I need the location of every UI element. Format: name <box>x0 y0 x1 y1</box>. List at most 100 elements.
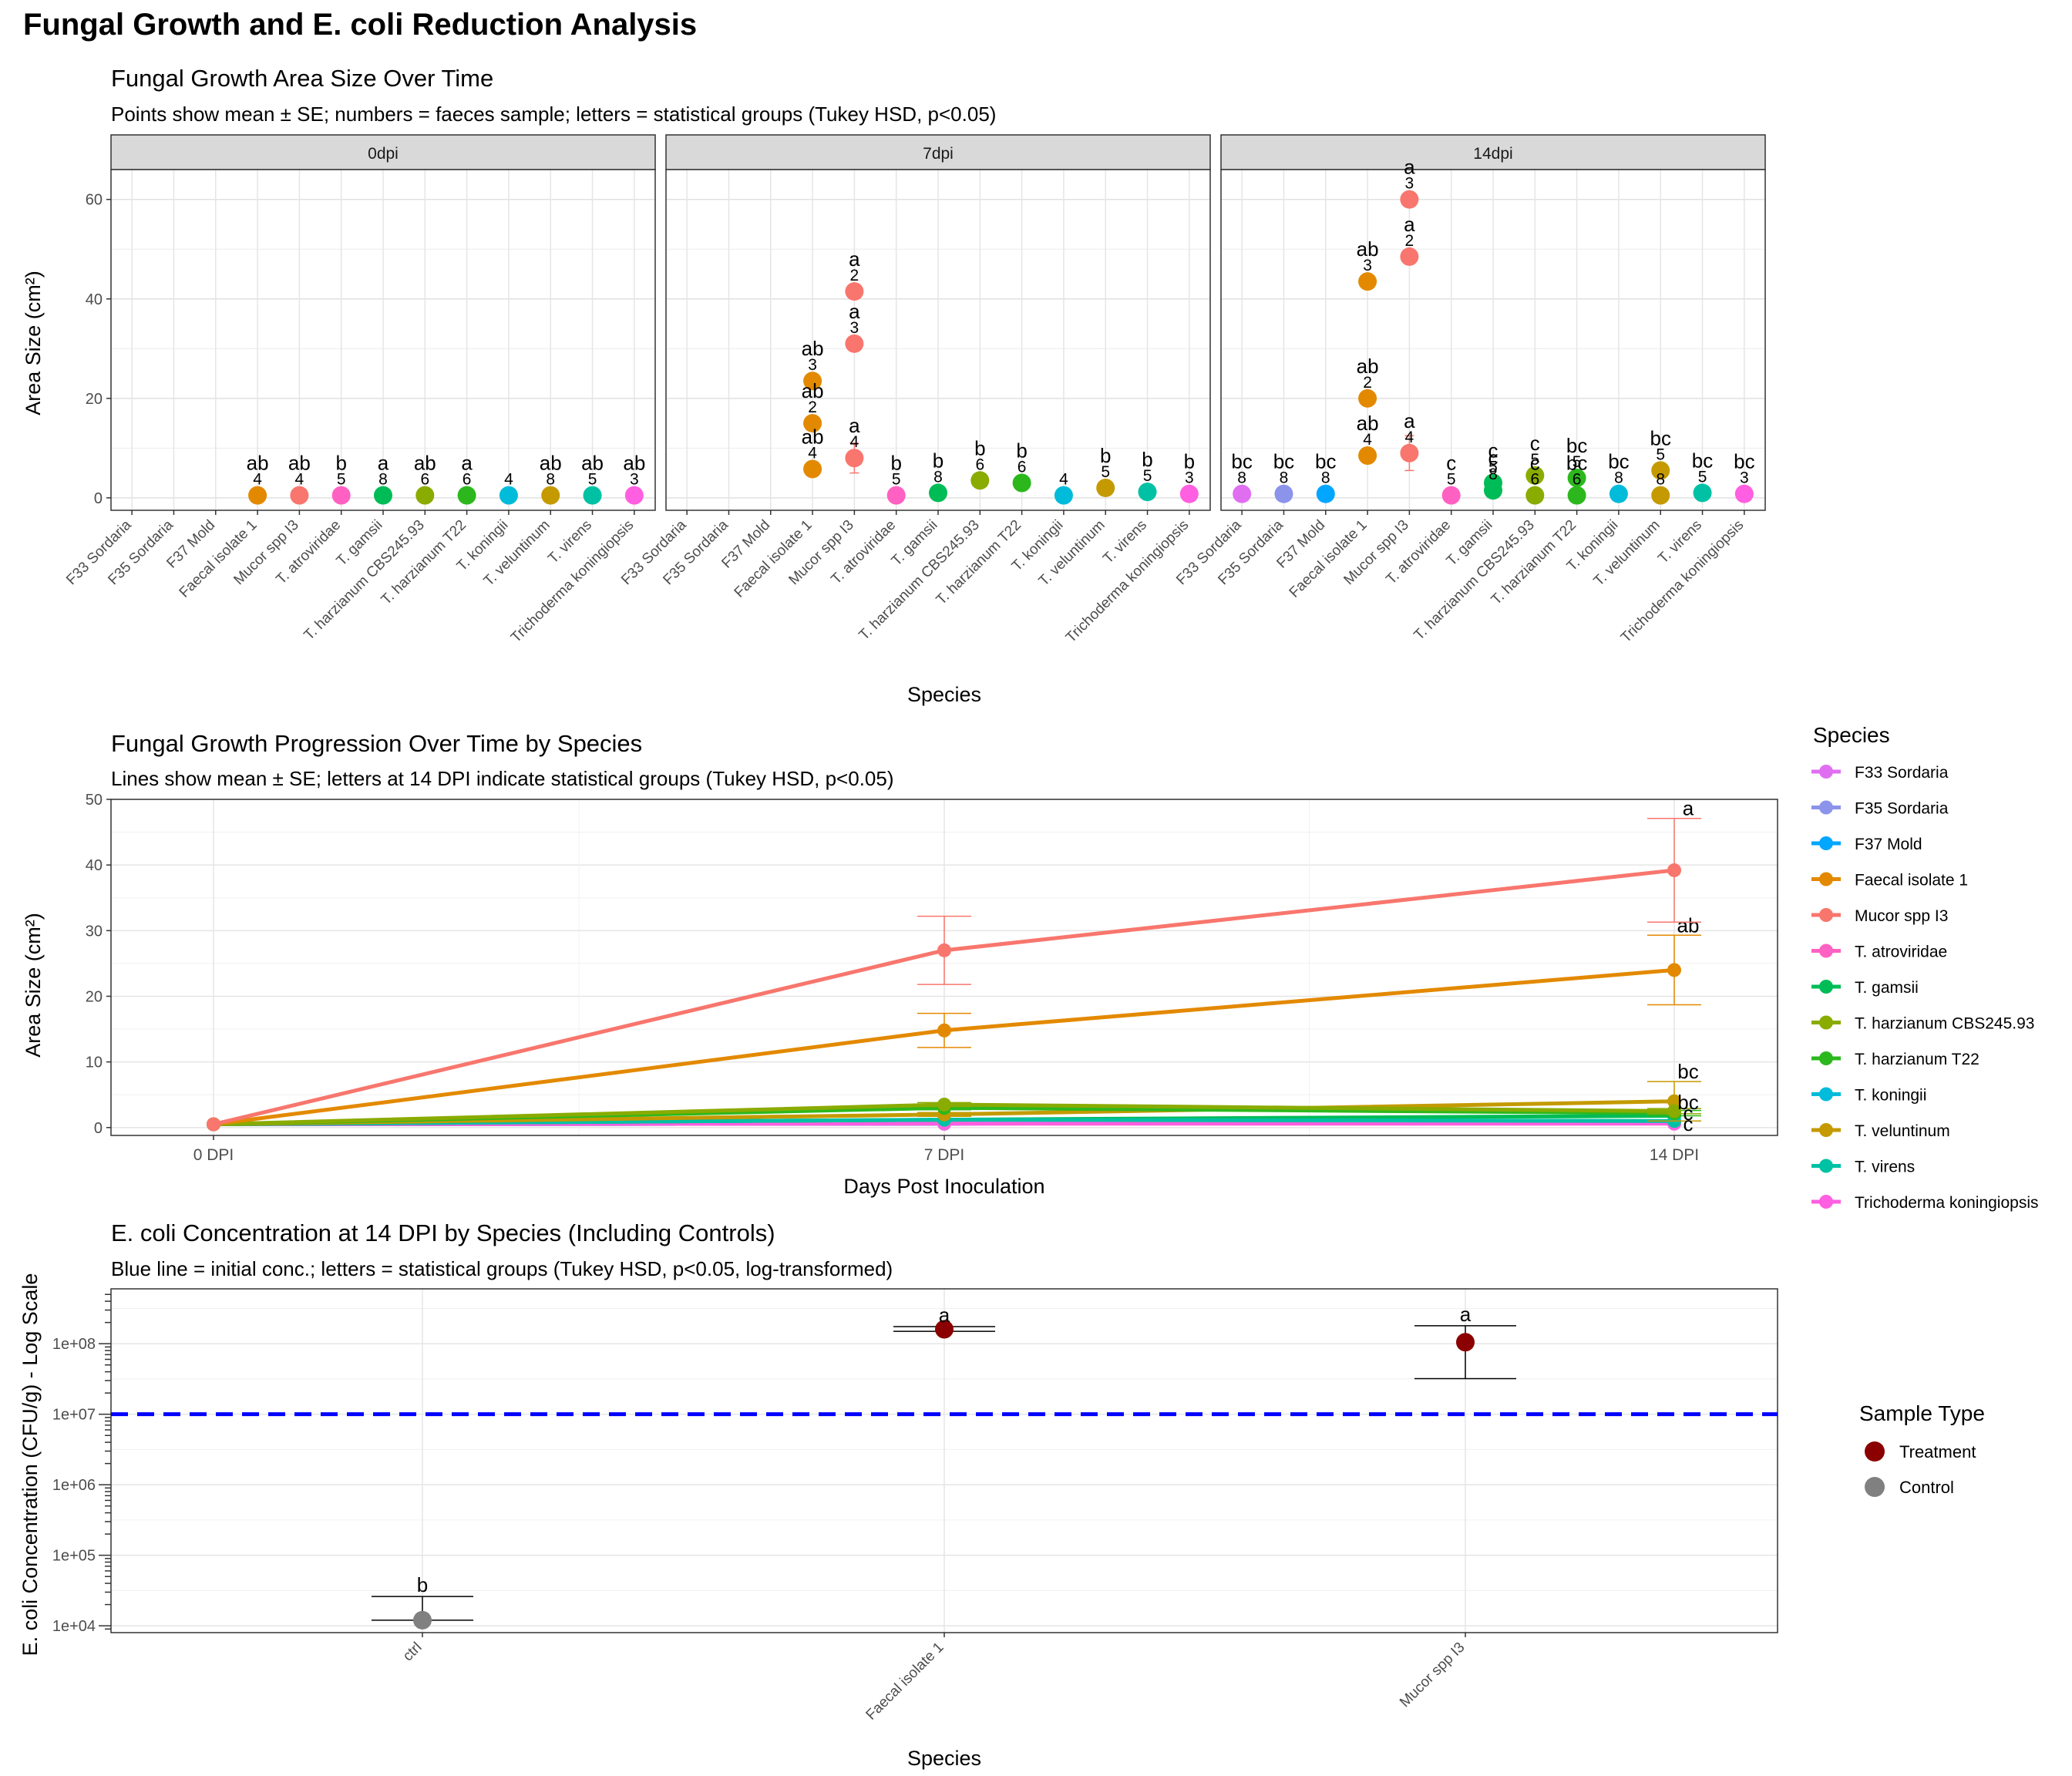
data-point-t-gamsii <box>374 486 392 505</box>
group-letter: bc <box>1677 1091 1698 1114</box>
data-point-mucor-spp-i3 <box>290 486 309 505</box>
group-letter: bc <box>1692 449 1713 472</box>
chart2-subtitle: Lines show mean ± SE; letters at 14 DPI … <box>111 767 894 790</box>
facet-strip <box>110 134 656 170</box>
sample-label: 5 <box>1530 451 1539 469</box>
chart2-ylabel: Area Size (cm²) <box>22 913 45 1058</box>
y-tick-label: 1e+05 <box>52 1548 96 1565</box>
group-letter: b <box>1142 448 1152 471</box>
chart-ecoli-concentration: E. coli Concentration at 14 DPI by Speci… <box>18 1219 1985 1770</box>
sample-label: 4 <box>1363 431 1372 449</box>
group-letter: c <box>1488 439 1498 462</box>
data-point-mucor-spp-i3 <box>1400 247 1419 266</box>
group-letter: bc <box>1315 450 1336 473</box>
data-point-faecal-isolate-1 <box>937 1023 951 1038</box>
sample-label: 8 <box>1488 466 1498 483</box>
legend-key-t-gamsii <box>1819 980 1833 994</box>
chart1-title: Fungal Growth Area Size Over Time <box>111 65 493 92</box>
group-letter: a <box>1404 213 1415 236</box>
data-point-t-virens <box>1693 483 1712 503</box>
data-point-t-gamsii <box>1484 481 1502 500</box>
x-tick-label: 7 DPI <box>924 1146 965 1164</box>
group-letter: a <box>849 300 860 323</box>
group-letter: c <box>1446 452 1456 475</box>
chart2-title: Fungal Growth Progression Over Time by S… <box>111 730 642 757</box>
chart3-legend-title: Sample Type <box>1859 1401 1985 1425</box>
group-letter: bc <box>1273 450 1294 473</box>
group-letter: ab <box>288 452 311 475</box>
data-point-t-harzianum-cbs245-93 <box>415 486 435 505</box>
y-tick-label: 10 <box>86 1054 103 1071</box>
legend-label-treatment: Treatment <box>1899 1442 1976 1462</box>
legend-key-t-virens <box>1819 1159 1833 1173</box>
data-point-t-harzianum-cbs245-93 <box>1525 486 1545 505</box>
data-point-faecal-isolate-1 <box>803 372 822 391</box>
data-point-mucor-spp-i3 <box>845 334 864 353</box>
figure-title: Fungal Growth and E. coli Reduction Anal… <box>23 8 697 42</box>
sample-label: 4 <box>295 471 304 489</box>
sample-label: 5 <box>588 471 597 489</box>
legend-label-t-veluntinum: T. veluntinum <box>1855 1122 1950 1140</box>
sample-label: 8 <box>378 471 388 489</box>
data-point-mucor-spp-i3 <box>845 282 864 301</box>
data-point-mucor-spp-i3 <box>845 449 864 468</box>
chart-growth-progression: Fungal Growth Progression Over Time by S… <box>22 723 2039 1212</box>
data-point-t-veluntinum <box>1096 478 1115 497</box>
data-point-t-atroviridae <box>331 486 351 505</box>
legend-label-trichoderma-koningiopsis: Trichoderma koningiopsis <box>1855 1194 2039 1212</box>
legend-key-t-harzianum-t22 <box>1819 1051 1833 1065</box>
data-point-t-koningii <box>1054 486 1073 505</box>
data-point-t-koningii <box>499 486 518 505</box>
facet-strip <box>665 134 1211 170</box>
data-point-f33-sordaria <box>1233 484 1252 503</box>
data-point-mucor-spp-i3 <box>937 943 951 957</box>
y-tick-label: 30 <box>86 923 103 940</box>
data-point-t-koningii <box>1609 484 1628 503</box>
sample-label: 6 <box>1018 459 1027 476</box>
sample-label: 5 <box>1698 468 1707 486</box>
chart1-ylabel: Area Size (cm²) <box>22 271 45 415</box>
group-letter: a <box>849 414 860 437</box>
sample-label: 4 <box>850 433 859 451</box>
data-point-f37-mold <box>1316 484 1335 503</box>
facet-label: 7dpi <box>923 145 954 163</box>
chart3-xlabel: Species <box>907 1747 981 1770</box>
group-letter: ab <box>802 379 824 402</box>
data-point-mucor-spp-i3 <box>1400 190 1419 209</box>
facet-label: 0dpi <box>368 145 399 163</box>
data-point-t-gamsii <box>929 483 947 503</box>
legend-label-f37-mold: F37 Mold <box>1855 836 1922 853</box>
sample-label: 3 <box>630 471 639 489</box>
x-tick-label-ctrl: ctrl <box>400 1640 426 1665</box>
facet-strip <box>1220 134 1766 170</box>
group-letter: bc <box>1566 452 1587 475</box>
chart-area-size-over-time: Fungal Growth Area Size Over Time Points… <box>22 65 1766 706</box>
data-point-t-harzianum-t22 <box>1012 473 1031 493</box>
data-point-t-atroviridae <box>1441 486 1461 505</box>
data-point-faecal-isolate-1 <box>1667 963 1681 977</box>
legend-key-mucor-spp-i3 <box>1819 908 1833 922</box>
group-letter: c <box>1530 432 1540 455</box>
group-letter: b <box>933 449 944 472</box>
data-point-ctrl <box>413 1610 432 1630</box>
y-tick-label: 1e+04 <box>52 1618 96 1635</box>
data-point-t-virens <box>583 486 602 505</box>
legend-label-t-atroviridae: T. atroviridae <box>1855 944 1947 961</box>
data-point-t-harzianum-cbs245-93 <box>970 471 990 490</box>
legend-key-f35-sordaria <box>1819 800 1833 815</box>
x-tick-label-mucor-spp-i3: Mucor spp I3 <box>1397 1640 1468 1711</box>
chart3-subtitle: Blue line = initial conc.; letters = sta… <box>111 1257 893 1280</box>
legend-label-control: Control <box>1899 1478 1954 1497</box>
group-letter: bc <box>1231 450 1252 473</box>
data-point-t-harzianum-cbs245-93 <box>1667 1104 1681 1118</box>
group-letter: bc <box>1566 434 1587 457</box>
data-point-t-veluntinum <box>1651 461 1670 480</box>
legend-label-f35-sordaria: F35 Sordaria <box>1855 800 1949 818</box>
group-letter: b <box>1016 439 1027 462</box>
chart2-xlabel: Days Post Inoculation <box>843 1175 1044 1198</box>
chart2-legend-title: Species <box>1813 723 1890 747</box>
facet-label: 14dpi <box>1473 145 1512 163</box>
group-letter: ab <box>414 452 436 475</box>
group-letter: b <box>335 452 346 475</box>
group-letter: c <box>1684 1102 1694 1125</box>
